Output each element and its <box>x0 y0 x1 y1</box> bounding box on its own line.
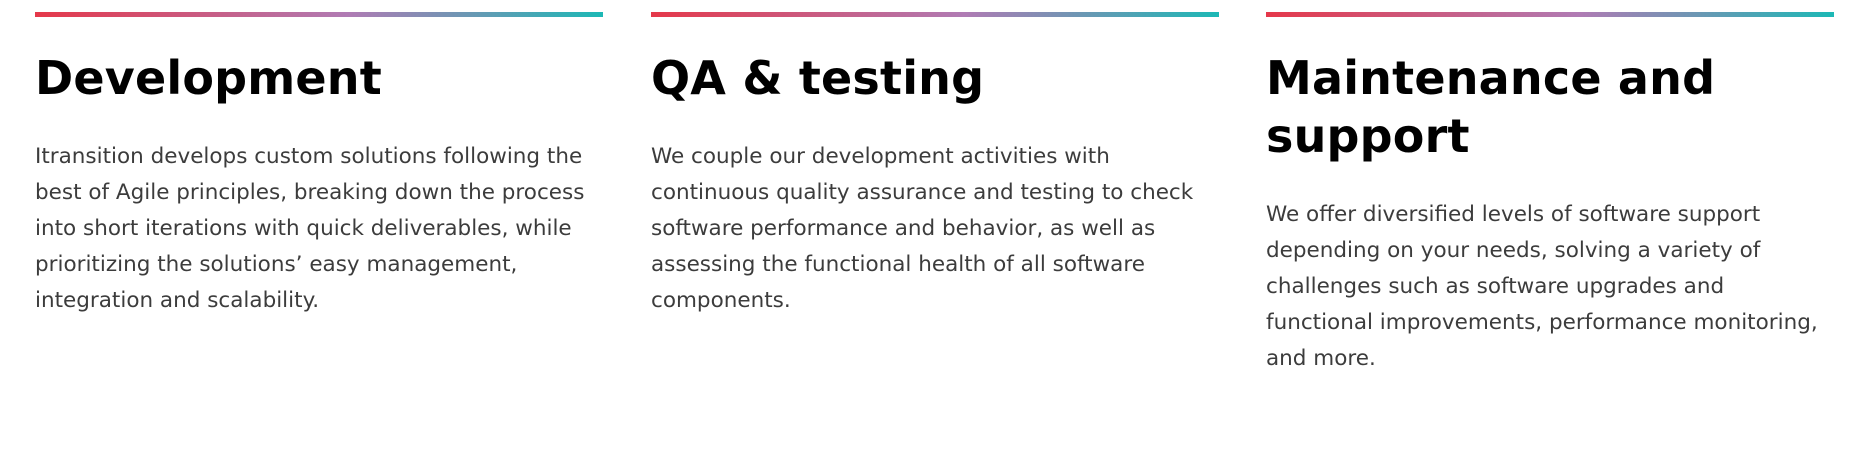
column-title: Development <box>35 51 382 105</box>
gradient-divider <box>651 12 1219 17</box>
service-column-qa-testing: QA & testing We couple our development a… <box>651 12 1219 319</box>
service-column-development: Development Itransition develops custom … <box>35 12 603 319</box>
column-description: Itransition develops custom solutions fo… <box>35 144 585 313</box>
column-description: We couple our development activities wit… <box>651 144 1194 313</box>
gradient-divider <box>35 12 603 17</box>
gradient-divider <box>1266 12 1834 17</box>
column-description: We offer diversified levels of software … <box>1266 202 1818 371</box>
service-column-maintenance-support: Maintenance and support We offer diversi… <box>1266 12 1834 377</box>
column-title: QA & testing <box>651 51 985 105</box>
column-title: Maintenance and support <box>1266 51 1716 163</box>
